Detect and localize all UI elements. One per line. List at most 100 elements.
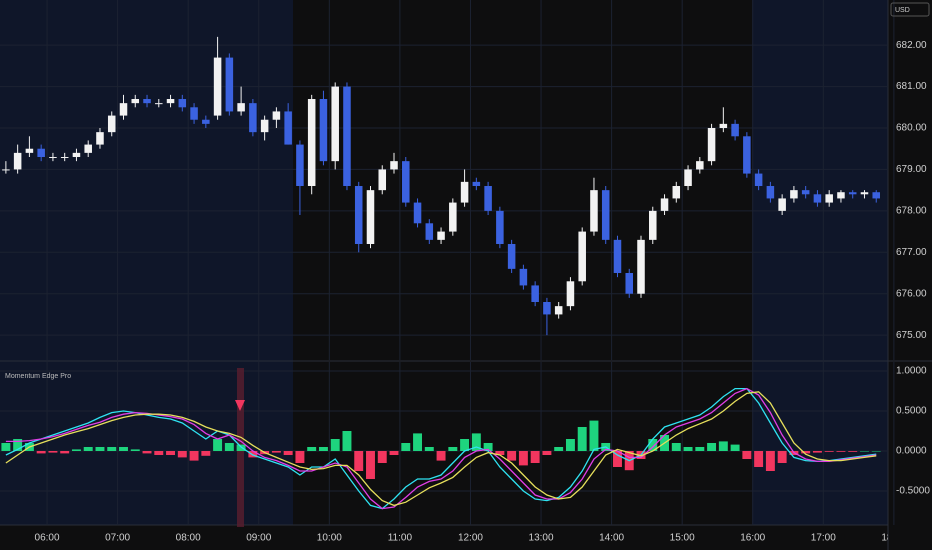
currency-box (890, 2, 930, 17)
candle-body (613, 239, 622, 274)
candle-body (178, 99, 187, 108)
y-tick-label: 676.00 (896, 288, 927, 299)
candle-body (484, 186, 492, 211)
histogram-bar (530, 451, 540, 463)
histogram-bar (366, 451, 375, 479)
candle-body (96, 132, 104, 145)
histogram-bar (471, 433, 481, 451)
histogram-bar (495, 451, 505, 455)
candle-body (637, 239, 645, 294)
candle-body (25, 148, 34, 153)
histogram-bar (871, 451, 881, 452)
y-tick-label: 678.00 (896, 206, 927, 217)
indicator-line (5, 391, 877, 507)
histogram-bar (754, 451, 764, 467)
candle-body (719, 123, 728, 129)
histogram-bar (424, 447, 434, 451)
histogram-bar (860, 451, 869, 452)
candle-body (354, 186, 363, 245)
histogram-bar (130, 449, 140, 451)
candle-body (860, 192, 869, 195)
histogram-bar (154, 451, 164, 455)
x-labels: 06:00 07:00 08:00 09:00 10:00 11:00 12:00 13:00… (35, 533, 888, 544)
candle-body (296, 144, 304, 187)
candle-body (731, 123, 739, 137)
histogram-bar (166, 451, 176, 455)
histogram-bar (683, 447, 693, 451)
histogram-bar (695, 447, 705, 451)
histogram-bar (330, 439, 340, 451)
histogram-bar (742, 451, 752, 459)
histogram-bar (83, 447, 93, 451)
histogram-bar (354, 451, 364, 471)
candle-body (249, 103, 257, 133)
candle-body (107, 115, 116, 133)
histogram-bar (377, 451, 387, 463)
histogram-bar (777, 451, 787, 463)
candle-body (343, 86, 351, 187)
histogram-bar (671, 443, 681, 451)
candle-body (60, 157, 69, 159)
y-tick-label: 682.00 (896, 40, 927, 51)
histogram-bar (71, 449, 81, 451)
candle-body (848, 192, 857, 195)
labels: 675.00 676.00 677.00 678.00 679.00 680.00 681.… (896, 40, 930, 497)
candle-body (437, 231, 445, 240)
candle-body (425, 223, 434, 240)
candle-body (507, 244, 516, 269)
x-tick-label: 08:00 (176, 533, 201, 544)
candle-body (519, 268, 528, 286)
y-tick-label: -0.5000 (896, 486, 930, 497)
candle-body (472, 181, 481, 187)
session-shade (752, 0, 888, 525)
y-tick-label: 1.0000 (896, 366, 927, 377)
histogram-bar (836, 451, 846, 452)
histogram-bar (589, 420, 599, 451)
histogram-bar (95, 447, 105, 451)
x-tick-label: 13:00 (529, 533, 554, 544)
candle-body (225, 57, 234, 112)
candle-body (543, 302, 551, 315)
candle-body (413, 202, 422, 224)
histogram-bar (142, 451, 152, 454)
histogram-bar (436, 451, 446, 461)
histogram-bar (201, 451, 211, 456)
candle-body (402, 161, 410, 203)
histogram-bar (507, 451, 517, 461)
histogram-bar (224, 443, 234, 451)
candle-body (260, 119, 269, 133)
histogram-bar (271, 451, 281, 453)
histogram-bar (848, 451, 858, 452)
candle-body (554, 306, 563, 315)
histogram-bar (1, 443, 11, 451)
histogram-bar (283, 451, 293, 455)
y-tick-label: 680.00 (896, 123, 927, 134)
histogram-bar (460, 439, 470, 451)
histogram-bar (342, 431, 352, 451)
candle-body (460, 181, 469, 203)
candle-body (366, 190, 375, 245)
histogram-bar (765, 451, 775, 471)
candle-body (390, 161, 398, 170)
candle-body (743, 136, 751, 174)
session-shade (0, 0, 293, 525)
y-tick-label: 679.00 (896, 164, 927, 175)
histogram-bar (307, 447, 317, 451)
candle-body (284, 111, 292, 145)
histogram-bar (483, 443, 493, 451)
x-tick-label: 11:00 (388, 533, 413, 544)
histogram-bar (36, 451, 46, 454)
candle-body (49, 157, 57, 159)
candle-body (449, 202, 457, 232)
currency: USD (895, 7, 910, 14)
candle-body (813, 194, 822, 203)
candle-body (307, 99, 316, 187)
histogram-bar (613, 451, 622, 467)
candle-body (190, 107, 198, 120)
candle-body (601, 190, 610, 240)
candle-body (119, 103, 128, 116)
x-tick-label: 15:00 (670, 533, 695, 544)
histogram-bar (554, 447, 564, 451)
